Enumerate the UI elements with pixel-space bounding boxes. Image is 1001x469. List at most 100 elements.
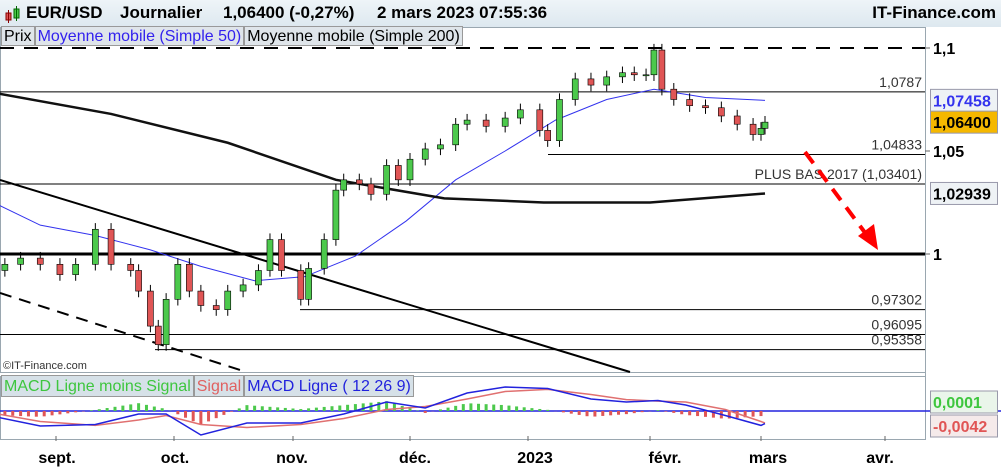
arrow-head-icon bbox=[858, 224, 878, 250]
candle bbox=[320, 239, 328, 269]
macd-histogram-bar bbox=[469, 403, 473, 411]
macd-histogram-bar bbox=[423, 411, 427, 413]
macd-histogram-bar bbox=[268, 406, 272, 411]
macd-histogram-bar bbox=[50, 411, 54, 416]
macd-histogram-bar bbox=[632, 411, 636, 414]
macd-histogram-bar bbox=[751, 411, 755, 417]
candle bbox=[587, 78, 595, 86]
legend-macd-line[interactable]: MACD Ligne ( 12 26 9) bbox=[244, 375, 414, 397]
candle bbox=[162, 299, 170, 345]
candle bbox=[394, 165, 402, 181]
symbol: EUR/USD bbox=[26, 3, 103, 22]
macd-histogram-bar bbox=[601, 411, 605, 416]
macd-histogram-bar bbox=[299, 409, 303, 411]
candle bbox=[56, 263, 64, 275]
value-box-ma200-label: 1,02939 bbox=[933, 186, 991, 203]
level-label: 1,04833 bbox=[871, 136, 922, 152]
macd-histogram-bar bbox=[34, 411, 38, 417]
value-box-last-label: 1,06400 bbox=[933, 115, 991, 132]
candle bbox=[536, 109, 544, 131]
candle bbox=[17, 257, 24, 265]
candle bbox=[92, 228, 99, 265]
x-tick-label: févr. bbox=[649, 450, 682, 467]
macd-histogram-bar bbox=[314, 407, 318, 411]
candle bbox=[278, 239, 285, 271]
level-label: 0,95358 bbox=[871, 332, 922, 348]
candle bbox=[630, 72, 638, 76]
macd-histogram-bar bbox=[105, 408, 109, 411]
macd-histogram-bar bbox=[656, 410, 660, 411]
macd-histogram-bar bbox=[696, 411, 700, 417]
macd-histogram-bar bbox=[19, 411, 23, 417]
x-tick-label: sept. bbox=[38, 450, 75, 467]
candle bbox=[686, 99, 693, 106]
candle bbox=[266, 239, 274, 271]
macd-histogram-bar bbox=[538, 408, 542, 411]
macd-histogram-bar bbox=[446, 407, 450, 411]
chart-header: EUR/USD Journalier 1,06400 (-0,27%) 2 ma… bbox=[0, 0, 1001, 27]
candle bbox=[603, 76, 611, 86]
macd-histogram-bar bbox=[137, 403, 141, 411]
macd-histogram-bar bbox=[152, 406, 156, 411]
macd-histogram-bar bbox=[199, 411, 203, 425]
macd-histogram-bar bbox=[385, 401, 389, 411]
macd-histogram-bar bbox=[121, 405, 125, 411]
legend-price[interactable]: Prix bbox=[1, 26, 35, 46]
forecast-arrow bbox=[803, 150, 868, 236]
macd-histogram-bar bbox=[577, 411, 581, 415]
copyright: ©IT-Finance.com bbox=[3, 360, 87, 372]
macd-histogram-bar bbox=[74, 411, 78, 413]
candle bbox=[702, 105, 709, 109]
macd-histogram-bar bbox=[624, 411, 628, 415]
candle bbox=[1, 263, 9, 271]
macd-histogram-bar bbox=[461, 404, 465, 411]
macd-histogram-bar bbox=[97, 409, 101, 411]
macd-histogram-bar bbox=[160, 408, 164, 411]
level-label: 0,96095 bbox=[871, 316, 922, 332]
value-box-last bbox=[930, 110, 998, 134]
macd-histogram-bar bbox=[499, 404, 503, 411]
macd-histogram-bar bbox=[727, 411, 731, 419]
macd-histogram-bar bbox=[617, 411, 621, 415]
macd-histogram-bar bbox=[735, 411, 739, 418]
legend-macd-signal[interactable]: Signal bbox=[193, 375, 245, 397]
candle bbox=[463, 119, 471, 125]
macd-histogram-bar bbox=[89, 410, 93, 411]
macd-histogram-bar bbox=[759, 411, 763, 417]
legend-ma50[interactable]: Moyenne mobile (Simple 50) bbox=[34, 26, 245, 46]
datetime: 2 mars 2023 07:55:36 bbox=[377, 3, 548, 22]
trendline bbox=[0, 179, 631, 373]
macd-histogram-bar bbox=[346, 404, 350, 411]
level-label: 0,97302 bbox=[871, 292, 922, 308]
candle bbox=[305, 268, 312, 300]
candle bbox=[147, 290, 154, 327]
macd-histogram-bar bbox=[438, 409, 442, 411]
candle bbox=[517, 109, 524, 119]
macd-histogram-bar bbox=[338, 405, 342, 411]
macd-histogram-bar bbox=[672, 411, 676, 413]
candle bbox=[452, 123, 459, 146]
candle bbox=[571, 78, 579, 100]
candle bbox=[174, 263, 182, 300]
legend-macd-hist[interactable]: MACD Ligne moins Signal bbox=[1, 375, 194, 397]
macd-histogram-bar bbox=[113, 406, 117, 411]
candle bbox=[332, 189, 340, 240]
candle bbox=[127, 263, 135, 271]
candle bbox=[718, 107, 725, 117]
macd-value-label: 0,0001 bbox=[933, 395, 982, 412]
y-tick-label: 1,1 bbox=[933, 41, 955, 58]
macd-histogram-bar bbox=[176, 411, 180, 415]
macd-histogram-bar bbox=[492, 404, 496, 411]
macd-histogram-bar bbox=[664, 411, 668, 412]
candle bbox=[544, 130, 551, 141]
macd-histogram-bar bbox=[330, 406, 334, 411]
candle bbox=[297, 270, 305, 300]
macd-histogram-bar bbox=[222, 411, 226, 415]
candlestick-icon bbox=[4, 6, 22, 24]
legend-ma200[interactable]: Moyenne mobile (Simple 200) bbox=[244, 26, 463, 46]
macd-histogram-bar bbox=[593, 411, 597, 417]
candle bbox=[107, 228, 115, 265]
macd-histogram-bar bbox=[743, 411, 747, 418]
